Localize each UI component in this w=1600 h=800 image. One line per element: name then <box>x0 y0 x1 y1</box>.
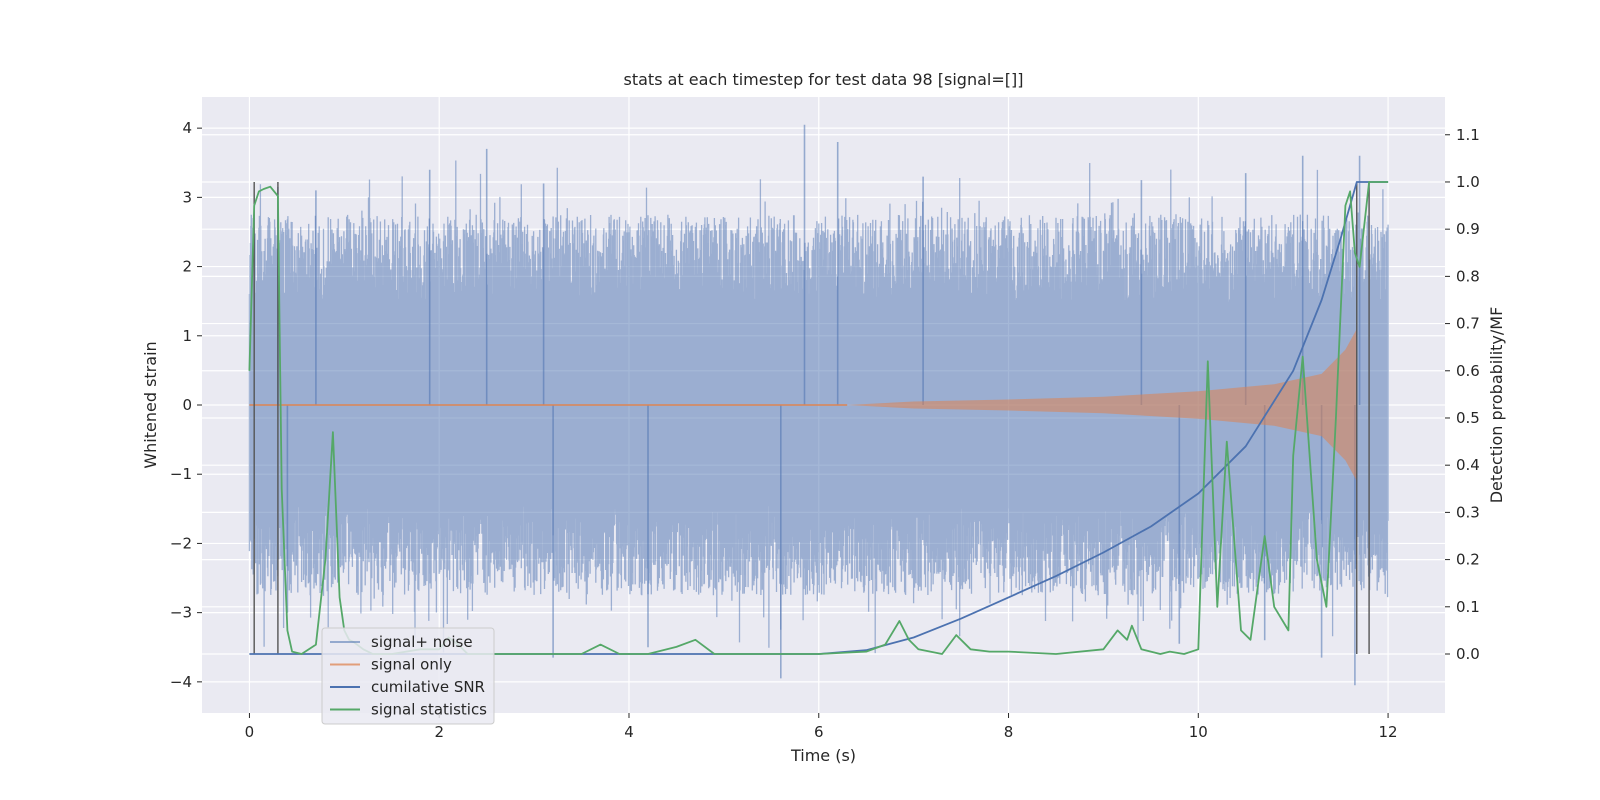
x-axis-label: Time (s) <box>790 746 856 765</box>
y-right-tick-label: 0.4 <box>1456 456 1480 474</box>
y-left-tick-label: −2 <box>170 534 192 552</box>
axis-ticks: 0 2 4 6 8 10 1243210−1−2−3−41.11.00.90.80.70.6… <box>170 119 1480 741</box>
y-right-tick-label: 1.0 <box>1456 173 1480 191</box>
y-right-tick-label: 0.9 <box>1456 220 1480 238</box>
x-tick-label: 4 <box>624 723 634 741</box>
y-right-tick-label: 0.2 <box>1456 551 1480 569</box>
x-tick-label: 0 <box>245 723 255 741</box>
x-tick-label: 6 <box>814 723 824 741</box>
x-tick-label: 2 <box>434 723 444 741</box>
y-right-tick-label: 0.1 <box>1456 598 1480 616</box>
legend-label: cumilative SNR <box>371 678 485 696</box>
chart-title: stats at each timestep for test data 98 … <box>624 70 1024 89</box>
y-axis-label-left: Whitened strain <box>141 341 160 468</box>
y-left-tick-label: −3 <box>170 604 192 622</box>
y-left-tick-label: 2 <box>182 258 192 276</box>
y-right-tick-label: 0.3 <box>1456 503 1480 521</box>
y-left-tick-label: −1 <box>170 465 192 483</box>
y-left-tick-label: 4 <box>182 119 192 137</box>
legend-label: signal only <box>371 656 452 674</box>
y-right-tick-label: 0.5 <box>1456 409 1480 427</box>
y-right-tick-label: 1.1 <box>1456 126 1480 144</box>
series-cumulative-snr <box>249 181 1389 655</box>
y-left-tick-label: 3 <box>182 188 192 206</box>
x-tick-label: 12 <box>1379 723 1398 741</box>
series-signal-only <box>249 328 1357 482</box>
signal-only-envelope <box>847 328 1357 482</box>
y-left-tick-label: 1 <box>182 327 192 345</box>
legend: signal+ noise signal only cumilative SNR si… <box>321 627 495 725</box>
x-tick-label: 10 <box>1189 723 1208 741</box>
series-layer <box>248 124 1389 686</box>
legend-box <box>321 627 495 725</box>
y-left-tick-label: 0 <box>182 396 192 414</box>
y-right-tick-label: 0.8 <box>1456 267 1480 285</box>
y-right-tick-label: 0.7 <box>1456 315 1480 333</box>
legend-label: signal statistics <box>371 701 487 719</box>
y-right-tick-label: 0.6 <box>1456 362 1480 380</box>
y-axis-label-right: Detection probability/MF <box>1487 307 1506 504</box>
legend-label: signal+ noise <box>371 633 473 651</box>
series-signal-statistics <box>248 181 1389 655</box>
y-right-tick-label: 0.0 <box>1456 645 1480 663</box>
y-left-tick-label: −4 <box>170 673 192 691</box>
x-tick-label: 8 <box>1004 723 1014 741</box>
